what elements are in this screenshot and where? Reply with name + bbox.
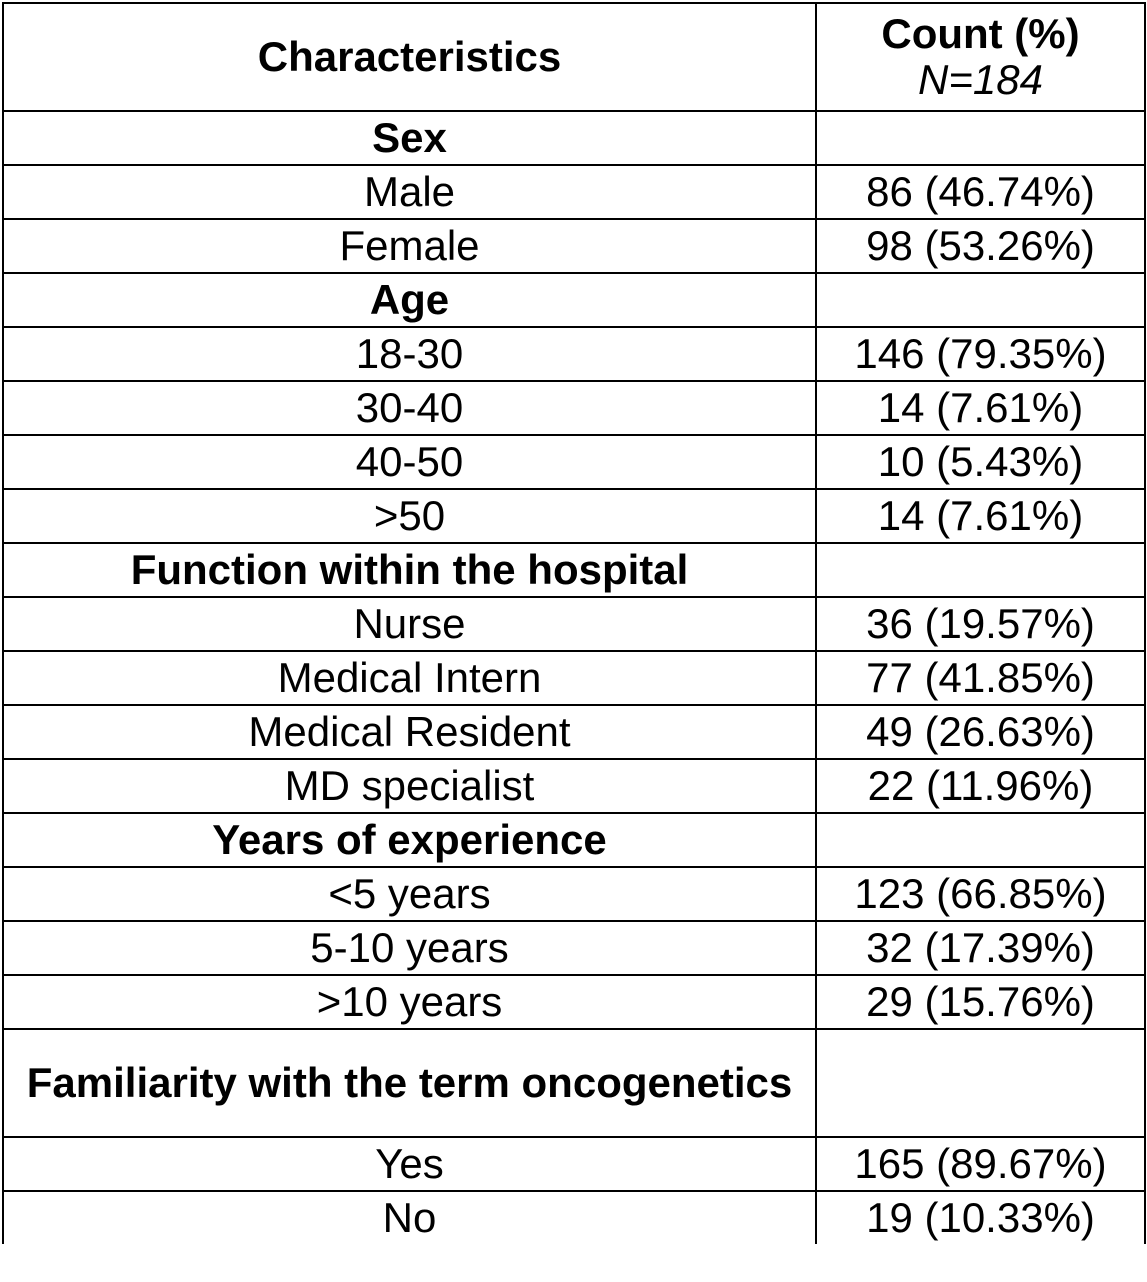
row-value: 123 (66.85%) [815,866,1146,922]
category-label: Function within the hospital [2,542,817,598]
category-label: Familiarity with the term oncogenetics [2,1028,817,1138]
table-row: <5 years 123 (66.85%) [2,866,1146,922]
row-label: Medical Resident [2,704,817,760]
table-row: Medical Resident 49 (26.63%) [2,704,1146,760]
row-label: MD specialist [2,758,817,814]
row-value: 98 (53.26%) [815,218,1146,274]
row-label: <5 years [2,866,817,922]
table-row: Nurse 36 (19.57%) [2,596,1146,652]
category-value-empty [815,272,1146,328]
category-row-function: Function within the hospital [2,542,1146,598]
category-value-empty [815,1028,1146,1138]
category-row-familiarity: Familiarity with the term oncogenetics [2,1028,1146,1138]
row-value: 77 (41.85%) [815,650,1146,706]
row-value: 19 (10.33%) [815,1190,1146,1244]
table-row: No 19 (10.33%) [2,1190,1146,1244]
table-row: 5-10 years 32 (17.39%) [2,920,1146,976]
row-value: 86 (46.74%) [815,164,1146,220]
row-value: 22 (11.96%) [815,758,1146,814]
category-value-empty [815,110,1146,166]
row-label: Male [2,164,817,220]
row-label: Yes [2,1136,817,1192]
table-row: 40-50 10 (5.43%) [2,434,1146,490]
row-label: Female [2,218,817,274]
table-row: Medical Intern 77 (41.85%) [2,650,1146,706]
row-label: 5-10 years [2,920,817,976]
table-row: 30-40 14 (7.61%) [2,380,1146,436]
row-value: 14 (7.61%) [815,488,1146,544]
table-row: 18-30 146 (79.35%) [2,326,1146,382]
category-row-sex: Sex [2,110,1146,166]
category-label: Years of experience [2,812,817,868]
table-header-row: Characteristics Count (%) N=184 [2,2,1146,112]
row-value: 29 (15.76%) [815,974,1146,1030]
count-header: Count (%) N=184 [815,2,1146,112]
row-label: No [2,1190,817,1244]
row-value: 14 (7.61%) [815,380,1146,436]
row-label: Medical Intern [2,650,817,706]
row-label: 30-40 [2,380,817,436]
row-label: 18-30 [2,326,817,382]
row-value: 36 (19.57%) [815,596,1146,652]
row-value: 10 (5.43%) [815,434,1146,490]
category-row-age: Age [2,272,1146,328]
row-value: 32 (17.39%) [815,920,1146,976]
row-label: Nurse [2,596,817,652]
table-row: >10 years 29 (15.76%) [2,974,1146,1030]
row-value: 165 (89.67%) [815,1136,1146,1192]
table-row: MD specialist 22 (11.96%) [2,758,1146,814]
row-label: 40-50 [2,434,817,490]
count-title: Count (%) [881,10,1080,57]
category-value-empty [815,542,1146,598]
category-label: Sex [2,110,817,166]
characteristics-header: Characteristics [2,2,817,112]
characteristics-table: Characteristics Count (%) N=184 Sex Male… [2,2,1146,1244]
category-label: Age [2,272,817,328]
table-row: Female 98 (53.26%) [2,218,1146,274]
row-label: >50 [2,488,817,544]
row-value: 49 (26.63%) [815,704,1146,760]
table-row: Male 86 (46.74%) [2,164,1146,220]
category-row-experience: Years of experience [2,812,1146,868]
table-row: >50 14 (7.61%) [2,488,1146,544]
category-value-empty [815,812,1146,868]
table-row: Yes 165 (89.67%) [2,1136,1146,1192]
row-label: >10 years [2,974,817,1030]
row-value: 146 (79.35%) [815,326,1146,382]
n-label: N=184 [918,56,1043,103]
